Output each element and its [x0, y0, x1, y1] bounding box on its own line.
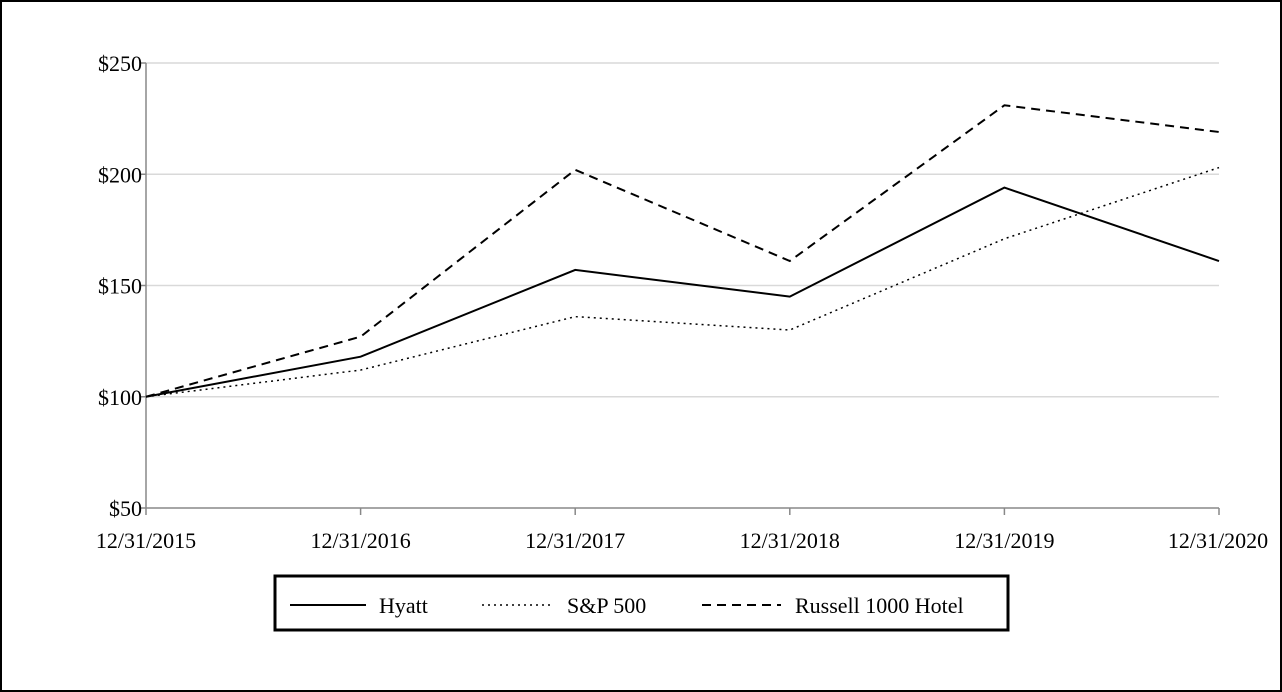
series-line: [145, 104, 1220, 398]
y-tick-label: $50: [109, 496, 142, 521]
y-tick-label: $200: [98, 162, 142, 187]
series-line: [145, 166, 1220, 398]
y-tick-labels: $250 $200 $150 $100 $50: [98, 51, 142, 521]
x-tick-label: 12/31/2020: [1168, 528, 1268, 553]
legend: Hyatt S&P 500 Russell 1000 Hotel: [273, 574, 1010, 632]
y-tick-label: $100: [98, 385, 142, 410]
legend-box: [273, 574, 1010, 632]
x-tick-label: 12/31/2016: [310, 528, 410, 553]
axes: [140, 62, 1220, 515]
x-tick-labels: 12/31/2015 12/31/2016 12/31/2017 12/31/2018…: [96, 528, 1268, 553]
x-tick-label: 12/31/2019: [954, 528, 1054, 553]
series-line: [145, 186, 1220, 398]
x-tick-label: 12/31/2015: [96, 528, 196, 553]
series-lines: [145, 104, 1220, 398]
x-tick-label: 12/31/2018: [740, 528, 840, 553]
legend-label: S&P 500: [567, 593, 646, 618]
y-tick-label: $150: [98, 274, 142, 299]
gridlines: [146, 62, 1219, 398]
legend-label: Hyatt: [379, 593, 428, 618]
y-tick-label: $250: [98, 51, 142, 76]
x-tick-label: 12/31/2017: [525, 528, 625, 553]
legend-label: Russell 1000 Hotel: [795, 593, 964, 618]
